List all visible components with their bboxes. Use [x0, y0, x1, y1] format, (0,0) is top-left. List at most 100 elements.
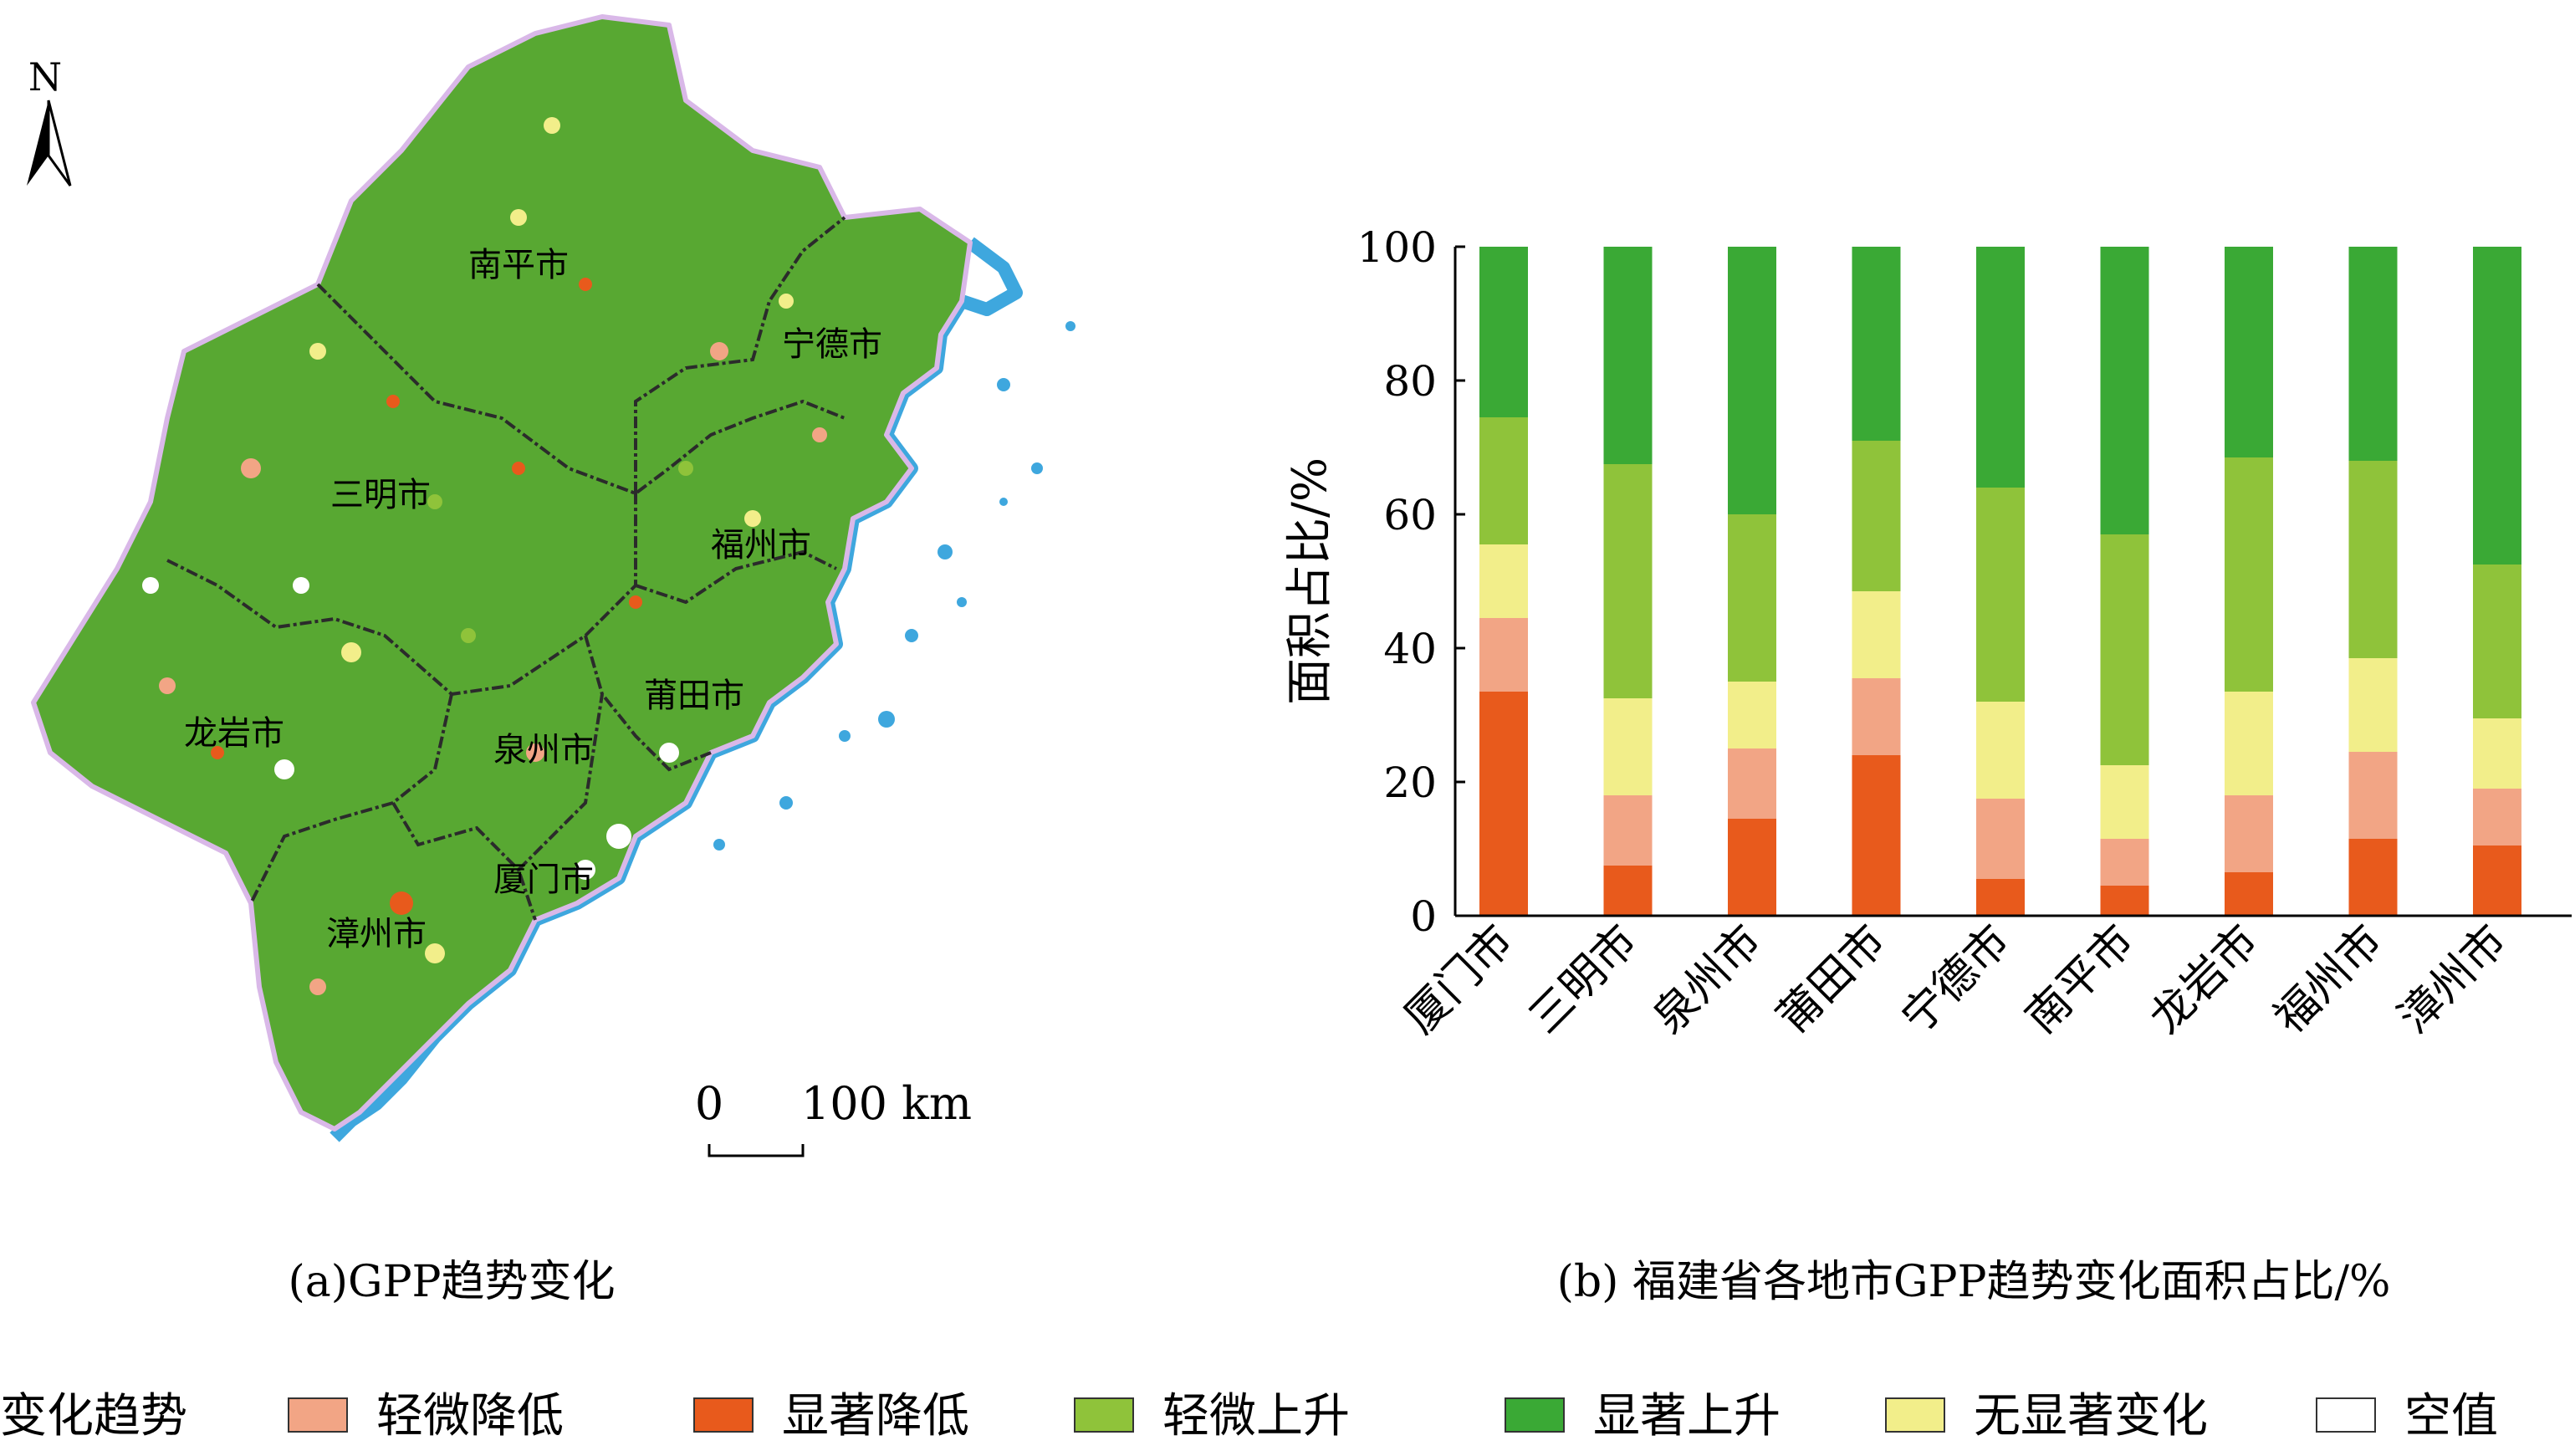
y-tick-label: 20	[1383, 759, 1437, 807]
north-label: N	[28, 54, 62, 100]
legend-swatch	[2316, 1397, 2376, 1433]
legend: 变化趋势 轻微降低 显著降低 轻微上升 显著上升 无显著变化 空值	[0, 1389, 2498, 1443]
y-tick-label: 100	[1357, 223, 1437, 272]
bar-segment	[1728, 682, 1776, 748]
bar-segment	[1479, 618, 1528, 692]
bar-segment	[2473, 565, 2521, 718]
scale-bar: 0 100 km	[695, 1077, 972, 1157]
bar-segment	[1852, 247, 1901, 441]
city-label-quanzhou: 泉州市	[493, 731, 594, 769]
bar-segment	[1852, 755, 1901, 916]
city-label-ningde: 宁德市	[782, 325, 882, 364]
bar-segment	[2348, 247, 2398, 461]
bar-segment	[1976, 799, 2025, 879]
bar-segment	[1603, 795, 1653, 866]
x-category-label: 莆田市	[1768, 916, 1896, 1044]
bar-segment	[1976, 488, 2025, 702]
legend-title: 变化趋势	[0, 1389, 187, 1443]
scale-label: 100 km	[801, 1077, 972, 1130]
legend-label: 空值	[2404, 1389, 2498, 1443]
bar-segment	[2225, 692, 2273, 795]
bar-segment	[1728, 514, 1776, 682]
bar-segment	[2473, 846, 2521, 916]
city-labels: 南平市 宁德市 三明市 福州市 龙岩市 莆田市 泉州市 厦门市 漳州市	[184, 246, 882, 953]
legend-label: 轻微降低	[376, 1389, 564, 1443]
legend-label: 轻微上升	[1162, 1389, 1350, 1443]
legend-swatch	[1505, 1397, 1565, 1433]
city-label-zhangzhou: 漳州市	[326, 915, 427, 953]
bar-segment	[1728, 247, 1776, 514]
bar-segment	[1976, 702, 2025, 799]
bar-segment	[1976, 247, 2025, 488]
y-tick-label: 0	[1410, 892, 1437, 941]
x-category-label: 宁德市	[1892, 916, 2020, 1044]
city-boundaries	[166, 216, 846, 921]
bar-segment	[2473, 789, 2521, 846]
gpp-trend-map: 南平市 宁德市 三明市 福州市 龙岩市 莆田市 泉州市 厦门市 漳州市 N 0 …	[27, 14, 1075, 1307]
bar-segment	[1603, 698, 1653, 795]
legend-swatch	[1074, 1397, 1134, 1433]
chart-caption: (b) 福建省各地市GPP趋势变化面积占比/%	[1557, 1257, 2391, 1307]
bar-segment	[2100, 886, 2149, 916]
bar-segment	[1479, 692, 1528, 916]
bar-segment	[1603, 247, 1653, 464]
north-arrow: N	[27, 54, 72, 186]
bar-segment	[2100, 247, 2149, 534]
city-label-xiamen: 厦门市	[493, 861, 594, 899]
legend-label: 显著上升	[1593, 1389, 1781, 1443]
bar-segment	[2225, 457, 2273, 692]
bar-segment	[2100, 534, 2149, 765]
x-category-label: 南平市	[2016, 916, 2144, 1044]
bar-segment	[2100, 765, 2149, 839]
bar-segment	[1852, 678, 1901, 755]
x-category-label: 龙岩市	[2140, 916, 2268, 1044]
scale-zero: 0	[695, 1077, 723, 1130]
legend-swatch	[1885, 1397, 1945, 1433]
stacked-bar-chart: 0 20 40 60 80 100 厦门市三明市泉州市莆田市宁德市南平市龙岩市福州市漳州市…	[1283, 223, 2572, 1307]
bar-segment	[2473, 247, 2521, 565]
bar-segment	[2348, 752, 2398, 839]
city-label-nanping: 南平市	[468, 246, 569, 284]
y-tick-label: 80	[1383, 357, 1437, 406]
x-category-label: 漳州市	[2389, 916, 2516, 1044]
legend-swatch	[693, 1397, 754, 1433]
y-axis-label: 面积占比/%	[1283, 457, 1337, 705]
x-category-label: 福州市	[2265, 916, 2393, 1044]
legend-swatch	[288, 1397, 348, 1433]
bar-segment	[1728, 819, 1776, 916]
bar-segment	[2225, 247, 2273, 457]
legend-label: 无显著变化	[1974, 1389, 2208, 1443]
trend-speckles	[142, 117, 827, 995]
bar-segment	[1603, 866, 1653, 916]
y-tick-label: 40	[1383, 625, 1437, 673]
bar-segment	[1852, 441, 1901, 591]
islands	[713, 321, 1075, 851]
legend-label: 显著降低	[782, 1389, 969, 1443]
bar-segment	[2225, 795, 2273, 872]
bar-segment	[1976, 879, 2025, 916]
bar-segment	[1479, 417, 1528, 544]
bars-group	[1479, 247, 2521, 916]
city-label-longyan: 龙岩市	[184, 714, 284, 753]
x-category-label: 三明市	[1520, 916, 1648, 1044]
bar-segment	[1852, 591, 1901, 678]
north-arrow-icon	[27, 100, 49, 186]
bar-segment	[1728, 748, 1776, 819]
bar-segment	[2348, 461, 2398, 658]
bar-segment	[2348, 839, 2398, 916]
bar-segment	[2348, 658, 2398, 752]
fujian-province-shape	[31, 14, 973, 1132]
map-caption: (a)GPP趋势变化	[288, 1257, 615, 1307]
city-label-putian: 莆田市	[644, 677, 744, 715]
bar-segment	[2473, 718, 2521, 789]
bar-segment	[2100, 839, 2149, 886]
bar-segment	[1479, 544, 1528, 618]
y-axis: 0 20 40 60 80 100	[1357, 223, 2572, 941]
city-label-sanming: 三明市	[330, 476, 431, 514]
bar-segment	[1603, 464, 1653, 698]
bar-segment	[1479, 247, 1528, 417]
bar-segment	[2225, 872, 2273, 916]
city-label-fuzhou: 福州市	[711, 526, 811, 565]
